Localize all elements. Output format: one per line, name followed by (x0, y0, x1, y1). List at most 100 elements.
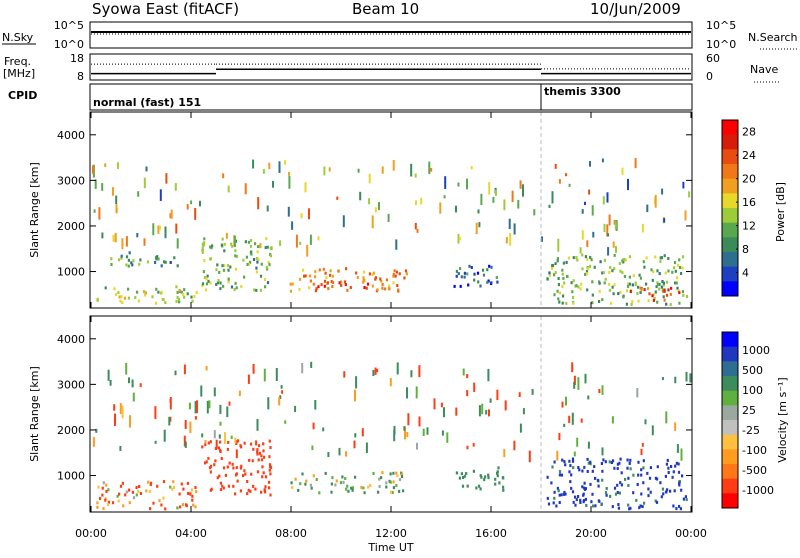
velocity-scatter-113 (406, 431, 409, 438)
velocity-cell-4-125 (611, 505, 614, 509)
velocity-scatter-110 (433, 398, 436, 410)
power-scatter-158 (558, 179, 561, 184)
velocity-cell-4-94 (617, 503, 620, 506)
velocity-cell-1-3 (207, 441, 210, 445)
velocity-scatter-146 (568, 415, 571, 424)
velocity-cell-1-27 (268, 455, 271, 459)
power-cell-5-4 (470, 266, 473, 269)
power-colorbar-tick-4: 20 (742, 173, 756, 186)
velocity-cell-4-154 (604, 491, 608, 494)
power-cell-6-94 (624, 258, 627, 262)
power-cell-2-54 (249, 244, 252, 248)
velocity-cell-2-45 (330, 490, 333, 494)
power-cell-5-10 (453, 284, 456, 288)
power-cell-2-93 (259, 288, 262, 292)
power-cell-3-53 (392, 281, 395, 285)
power-cell-3-31 (392, 274, 395, 278)
power-cell-6-170 (603, 258, 606, 262)
velocity-colorbar-swatch-9 (722, 464, 738, 480)
power-scatter-145 (199, 200, 201, 207)
power-scatter-152 (371, 215, 374, 229)
velocity-scatter-45 (418, 365, 421, 378)
velocity-cell-1-88 (247, 488, 250, 492)
power-cell-6-151 (676, 276, 679, 280)
power-scatter-140 (222, 173, 225, 179)
velocity-cell-1-75 (222, 486, 225, 490)
velocity-cell-4-173 (641, 505, 644, 509)
power-cell-3-37 (349, 286, 352, 289)
velocity-cell-1-7 (205, 460, 208, 464)
velocity-scatter-11 (183, 435, 186, 447)
power-scatter-117 (395, 239, 398, 250)
velocity-cell-1-29 (262, 442, 265, 446)
velocity-scatter-107 (284, 420, 287, 424)
velocity-scatter-120 (338, 447, 341, 456)
velocity-scatter-118 (580, 418, 583, 423)
power-scatter-1 (548, 204, 551, 208)
power-cell-3-66 (315, 287, 318, 291)
power-cell-3-40 (396, 284, 399, 287)
power-cell-6-12 (562, 276, 565, 280)
velocity-cell-1-13 (261, 465, 264, 469)
velocity-cell-4-58 (591, 492, 594, 496)
velocity-scatter-87 (129, 415, 131, 428)
power-cell-0-22 (137, 299, 140, 303)
velocity-colorbar-tick-4: -25 (742, 424, 760, 437)
power-cell-0-13 (118, 295, 121, 299)
velocity-cell-4-104 (666, 458, 669, 462)
power-scatter-148 (414, 173, 417, 178)
velocity-scatter-61 (213, 430, 216, 439)
velocity-cell-0-22 (96, 501, 99, 505)
velocity-cell-4-2 (570, 486, 573, 490)
power-cell-2-72 (231, 244, 234, 248)
velocity-cell-0-42 (158, 499, 161, 503)
velocity-cell-1-49 (235, 466, 238, 470)
power-colorbar-swatch-6 (722, 208, 738, 224)
velocity-cell-3-1 (496, 474, 499, 478)
power-cell-1-14 (120, 254, 123, 258)
noise-panel-frame (89, 21, 693, 49)
power-cell-2-34 (256, 250, 259, 254)
velocity-scatter-141 (114, 413, 116, 426)
power-cell-3-7 (387, 284, 391, 288)
xtick-2: 08:00 (275, 527, 307, 540)
power-scatter-44 (262, 169, 265, 174)
velocity-cell-2-47 (396, 474, 399, 478)
velocity-scatter-150 (184, 420, 187, 429)
velocity-scatter-131 (234, 437, 237, 444)
power-cell-2-89 (266, 281, 270, 285)
power-scatter-75 (176, 238, 179, 249)
velocity-scatter-152 (556, 450, 559, 461)
velocity-scatter-16 (676, 444, 679, 453)
power-cell-2-94 (202, 270, 205, 274)
power-cell-0-10 (178, 300, 181, 304)
velocity-ytick-1: 2000 (57, 424, 85, 437)
velocity-cell-0-31 (96, 505, 99, 509)
power-cell-6-41 (608, 282, 611, 286)
power-cell-5-5 (481, 268, 485, 272)
velocity-cell-0-13 (105, 489, 108, 493)
power-cell-6-42 (634, 281, 637, 285)
velocity-scatter-148 (598, 388, 601, 394)
velocity-cell-0-60 (99, 497, 102, 500)
power-cell-3-14 (394, 274, 397, 278)
velocity-cell-4-80 (635, 498, 638, 502)
power-cell-6-84 (587, 267, 590, 271)
power-scatter-53 (259, 243, 262, 249)
power-cell-7-5 (665, 293, 669, 297)
velocity-cell-4-156 (628, 461, 631, 465)
velocity-cell-1-21 (217, 446, 220, 450)
power-cell-5-13 (487, 279, 490, 283)
noise-left-label: N.Sky (2, 31, 34, 44)
velocity-colorbar-tick-1: 500 (742, 364, 763, 377)
power-cell-2-77 (211, 244, 214, 248)
velocity-cell-1-10 (263, 455, 266, 459)
power-cell-6-171 (554, 262, 557, 266)
velocity-scatter-77 (674, 376, 677, 384)
power-scatter-72 (522, 184, 524, 197)
power-scatter-22 (300, 213, 303, 219)
power-scatter-157 (444, 176, 447, 189)
velocity-cell-0-8 (131, 490, 134, 494)
velocity-cell-1-82 (257, 444, 261, 448)
power-scatter-38 (136, 233, 139, 238)
